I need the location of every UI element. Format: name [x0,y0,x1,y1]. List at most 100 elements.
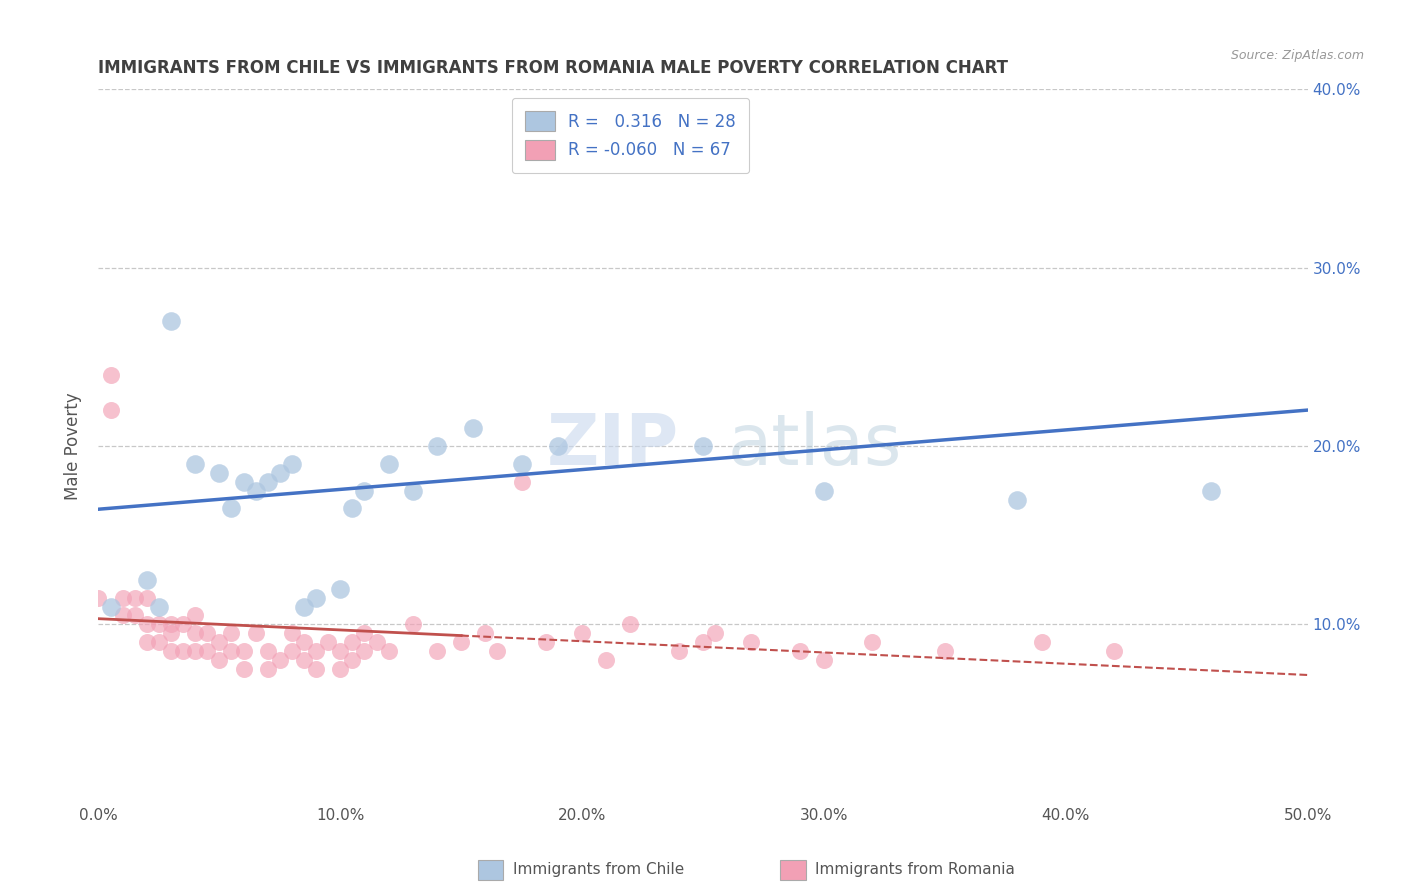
Point [208,466,231,480]
Point [208,653,231,667]
Point [172,617,194,632]
Point [366,635,388,649]
Point [342,653,364,667]
Point [184,457,207,471]
Text: atlas: atlas [727,411,901,481]
Point [426,439,449,453]
Point [195,644,218,658]
Point [402,617,425,632]
Point [195,626,218,640]
Point [860,635,883,649]
Point [256,475,278,489]
Point [426,644,449,658]
Point [135,591,157,605]
Point [463,421,485,435]
Point [316,635,339,649]
Y-axis label: Male Poverty: Male Poverty [65,392,83,500]
Point [292,599,315,614]
Point [595,653,617,667]
Point [329,644,352,658]
Point [353,626,375,640]
Point [305,591,328,605]
Point [160,626,183,640]
Point [160,314,183,328]
Point [534,635,557,649]
Text: ZIP: ZIP [547,411,679,481]
Point [1199,483,1222,498]
Point [342,635,364,649]
Point [232,662,254,676]
Point [329,662,352,676]
Point [135,573,157,587]
Point [1102,644,1125,658]
Text: Immigrants from Romania: Immigrants from Romania [815,863,1015,877]
Point [245,483,267,498]
Point [221,501,243,516]
Point [281,644,304,658]
Point [342,501,364,516]
Point [148,635,170,649]
Point [377,457,399,471]
Point [571,626,593,640]
Point [692,439,714,453]
Point [269,466,291,480]
Point [595,136,617,150]
Point [135,617,157,632]
Point [160,617,183,632]
Point [704,626,727,640]
Point [740,635,762,649]
Point [269,653,291,667]
Point [281,457,304,471]
Point [245,626,267,640]
Point [184,626,207,640]
Point [789,644,811,658]
Point [1007,492,1029,507]
Point [692,635,714,649]
Point [100,368,122,382]
Point [221,626,243,640]
Point [100,403,122,417]
Point [813,483,835,498]
Point [305,644,328,658]
Bar [780,860,806,880]
Point [510,475,533,489]
Point [148,599,170,614]
Point [208,635,231,649]
Point [292,635,315,649]
Point [184,608,207,623]
Bar [478,860,503,880]
Legend: R =   0.316   N = 28, R = -0.060   N = 67: R = 0.316 N = 28, R = -0.060 N = 67 [512,97,749,173]
Point [353,644,375,658]
Point [402,483,425,498]
Point [135,635,157,649]
Point [377,644,399,658]
Point [934,644,956,658]
Point [668,644,690,658]
Point [292,653,315,667]
Point [547,439,569,453]
Point [111,591,134,605]
Text: Immigrants from Chile: Immigrants from Chile [513,863,685,877]
Point [87,591,110,605]
Point [329,582,352,596]
Point [256,662,278,676]
Text: IMMIGRANTS FROM CHILE VS IMMIGRANTS FROM ROMANIA MALE POVERTY CORRELATION CHART: IMMIGRANTS FROM CHILE VS IMMIGRANTS FROM… [98,59,1008,77]
Point [474,626,496,640]
Point [305,662,328,676]
Point [281,626,304,640]
Point [100,599,122,614]
Point [232,475,254,489]
Point [619,617,641,632]
Point [1031,635,1053,649]
Text: Source: ZipAtlas.com: Source: ZipAtlas.com [1230,49,1364,62]
Point [124,591,146,605]
Point [256,644,278,658]
Point [184,644,207,658]
Point [172,644,194,658]
Point [160,644,183,658]
Point [148,617,170,632]
Point [221,644,243,658]
Point [510,457,533,471]
Point [111,608,134,623]
Point [124,608,146,623]
